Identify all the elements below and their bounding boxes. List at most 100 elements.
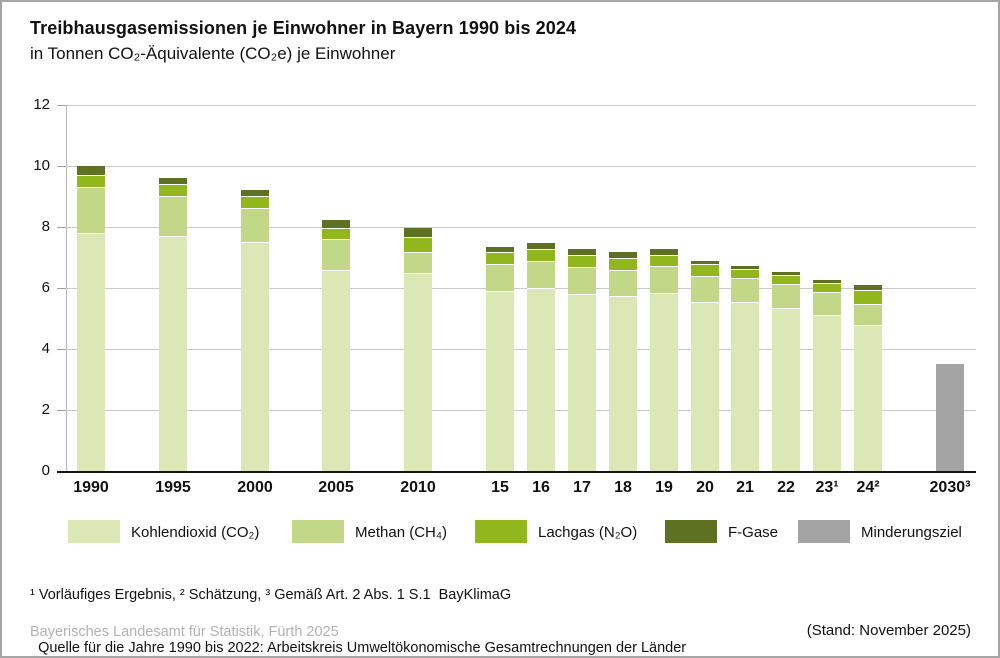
footnotes: ¹ Vorläufiges Ergebnis, ² Schätzung, ³ G…	[30, 552, 687, 656]
legend-label: Lachgas (N₂O)	[538, 524, 638, 541]
segment-Lachgas (N₂O)	[772, 275, 800, 284]
y-tick-label: 6	[41, 279, 50, 296]
y-tick-label: 2	[41, 401, 50, 418]
gridline-y6	[66, 288, 976, 289]
legend-swatch	[68, 520, 120, 543]
gridline-y12	[66, 105, 976, 106]
footnote-line: Quelle für die Jahre 1990 bis 2022: Arbe…	[30, 639, 687, 656]
segment-Kohlendioxid (CO₂)	[772, 308, 800, 471]
bar-23¹	[813, 280, 841, 471]
bar-21	[731, 266, 759, 471]
legend-swatch	[292, 520, 344, 543]
x-tick-label-2030³: 2030³	[929, 479, 971, 496]
bar-24²	[854, 285, 882, 471]
legend-swatch	[798, 520, 850, 543]
y-tick-label: 12	[33, 96, 50, 113]
gridline-y2	[66, 410, 976, 411]
segment-F-Gase	[568, 249, 596, 255]
chart-subtitle: in Tonnen CO₂-Äquivalente (CO₂e) je Einw…	[30, 44, 396, 63]
segment-Kohlendioxid (CO₂)	[404, 273, 432, 471]
segment-Kohlendioxid (CO₂)	[691, 302, 719, 471]
legend-swatch	[665, 520, 717, 543]
segment-Methan (CH₄)	[404, 252, 432, 273]
x-tick-label-2000: 2000	[237, 479, 273, 496]
gridline-y8	[66, 227, 976, 228]
y-tick-mark	[57, 166, 66, 167]
x-tick-label-20: 20	[696, 479, 714, 496]
segment-F-Gase	[322, 220, 350, 228]
segment-F-Gase	[691, 261, 719, 264]
segment-Lachgas (N₂O)	[813, 283, 841, 292]
segment-Methan (CH₄)	[609, 270, 637, 296]
y-tick-label: 10	[33, 157, 50, 174]
segment-Lachgas (N₂O)	[527, 249, 555, 261]
x-tick-label-17: 17	[573, 479, 591, 496]
x-tick-label-1990: 1990	[73, 479, 109, 496]
segment-Lachgas (N₂O)	[609, 258, 637, 270]
legend-label: Methan (CH₄)	[355, 524, 447, 541]
bar-1995	[159, 178, 187, 471]
segment-Lachgas (N₂O)	[241, 196, 269, 208]
segment-Lachgas (N₂O)	[404, 237, 432, 252]
segment-Lachgas (N₂O)	[77, 175, 105, 187]
segment-Kohlendioxid (CO₂)	[650, 293, 678, 471]
segment-Methan (CH₄)	[527, 261, 555, 288]
segment-Kohlendioxid (CO₂)	[609, 296, 637, 471]
segment-Kohlendioxid (CO₂)	[486, 291, 514, 471]
x-tick-label-15: 15	[491, 479, 509, 496]
x-tick-label-21: 21	[736, 479, 754, 496]
segment-Methan (CH₄)	[691, 276, 719, 302]
segment-Lachgas (N₂O)	[568, 255, 596, 267]
segment-F-Gase	[650, 249, 678, 255]
gridline-y10	[66, 166, 976, 167]
segment-Kohlendioxid (CO₂)	[568, 294, 596, 471]
segment-Kohlendioxid (CO₂)	[527, 288, 555, 471]
segment-F-Gase	[404, 228, 432, 237]
segment-Lachgas (N₂O)	[854, 290, 882, 304]
segment-Methan (CH₄)	[854, 304, 882, 325]
chart-title: Treibhausgasemissionen je Einwohner in B…	[30, 18, 577, 38]
segment-minderungsziel	[936, 364, 964, 471]
x-tick-label-16: 16	[532, 479, 550, 496]
segment-Lachgas (N₂O)	[731, 269, 759, 278]
x-tick-label-1995: 1995	[155, 479, 191, 496]
x-axis-line	[57, 471, 976, 473]
gridline-y4	[66, 349, 976, 350]
bar-2010	[404, 228, 432, 471]
segment-Methan (CH₄)	[322, 239, 350, 270]
y-tick-mark	[57, 349, 66, 350]
bar-15	[486, 247, 514, 471]
segment-Kohlendioxid (CO₂)	[77, 233, 105, 471]
segment-F-Gase	[241, 190, 269, 196]
segment-F-Gase	[854, 285, 882, 290]
segment-Methan (CH₄)	[241, 208, 269, 242]
segment-F-Gase	[813, 280, 841, 283]
x-tick-label-23¹: 23¹	[815, 479, 839, 496]
x-tick-label-2010: 2010	[400, 479, 436, 496]
legend-label: Minderungsziel	[861, 524, 962, 541]
segment-F-Gase	[772, 272, 800, 275]
segment-Methan (CH₄)	[159, 196, 187, 236]
segment-Lachgas (N₂O)	[322, 228, 350, 239]
segment-Methan (CH₄)	[813, 292, 841, 315]
bar-16	[527, 243, 555, 471]
segment-Kohlendioxid (CO₂)	[241, 242, 269, 471]
segment-Kohlendioxid (CO₂)	[322, 270, 350, 471]
y-tick-mark	[57, 227, 66, 228]
bar-19	[650, 249, 678, 471]
segment-F-Gase	[527, 243, 555, 249]
legend-label: Kohlendioxid (CO₂)	[131, 524, 260, 541]
bar-1990	[77, 166, 105, 471]
bar-2030³	[936, 364, 964, 471]
bar-20	[691, 261, 719, 471]
segment-Methan (CH₄)	[731, 278, 759, 302]
segment-Methan (CH₄)	[650, 266, 678, 293]
legend-label: F-Gase	[728, 524, 779, 541]
segment-Methan (CH₄)	[486, 264, 514, 291]
footnote-line: ¹ Vorläufiges Ergebnis, ² Schätzung, ³ G…	[30, 587, 512, 603]
segment-F-Gase	[77, 166, 105, 175]
bar-17	[568, 249, 596, 471]
segment-Lachgas (N₂O)	[159, 184, 187, 196]
segment-F-Gase	[609, 252, 637, 258]
segment-Methan (CH₄)	[77, 187, 105, 233]
